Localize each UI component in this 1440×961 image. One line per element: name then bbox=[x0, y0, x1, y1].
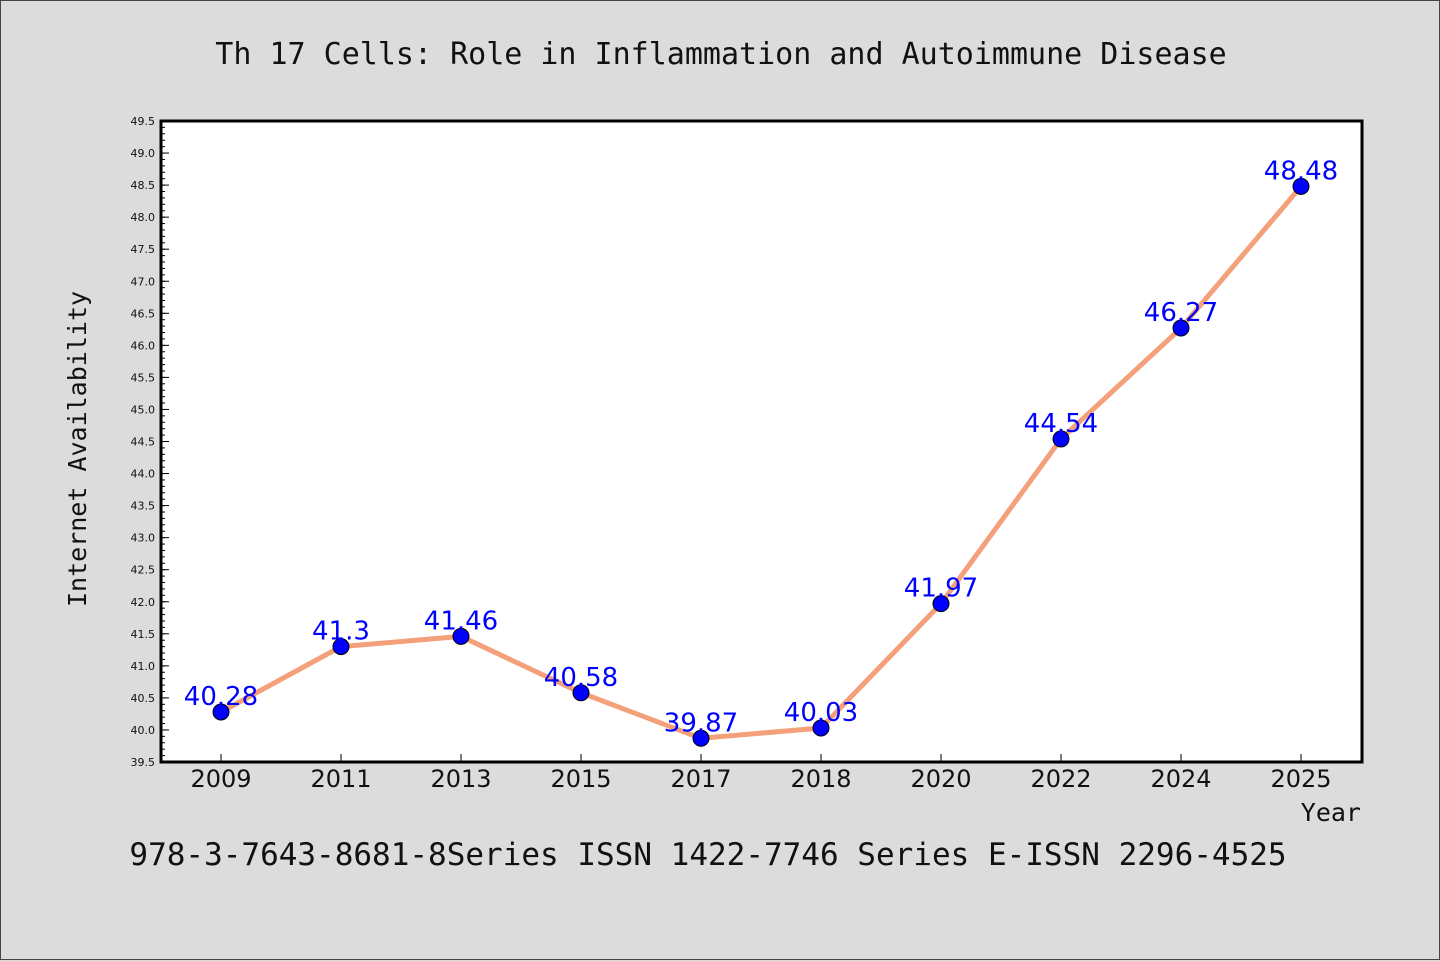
data-label: 44.54 bbox=[1024, 409, 1098, 439]
data-point bbox=[572, 684, 590, 702]
x-tick-label: 2011 bbox=[310, 765, 371, 793]
y-tick-label: 45.5 bbox=[131, 371, 156, 384]
y-tick-label: 43.0 bbox=[131, 532, 156, 545]
x-tick-label: 2015 bbox=[550, 765, 611, 793]
x-tick-label: 2025 bbox=[1270, 765, 1331, 793]
x-tick-label: 2018 bbox=[790, 765, 851, 793]
data-point bbox=[452, 627, 470, 645]
y-tick-label: 41.5 bbox=[131, 628, 156, 641]
y-tick-label: 48.5 bbox=[131, 179, 156, 192]
y-tick-label: 49.5 bbox=[131, 115, 156, 128]
data-point bbox=[932, 595, 950, 613]
data-label: 41.3 bbox=[312, 617, 370, 647]
plot-area bbox=[159, 119, 1364, 764]
data-label: 40.28 bbox=[184, 682, 258, 712]
data-point bbox=[1292, 177, 1310, 195]
data-label: 41.46 bbox=[424, 606, 498, 636]
y-tick-label: 46.5 bbox=[131, 307, 156, 320]
y-axis-label: Internet Availability bbox=[63, 291, 92, 607]
data-label: 48.48 bbox=[1264, 156, 1338, 186]
y-tick-label: 40.0 bbox=[131, 724, 156, 737]
x-tick-label: 2017 bbox=[670, 765, 731, 793]
chart-footer: 978-3-7643-8681-8Series ISSN 1422-7746 S… bbox=[129, 837, 1286, 873]
y-tick-label: 47.0 bbox=[131, 275, 156, 288]
y-tick-label: 40.5 bbox=[131, 692, 156, 705]
y-axis: 39.5 40.0 40.5 41.0 41.5 42.0 42.5 43.0 43.5 44.0… bbox=[131, 115, 169, 769]
data-point bbox=[692, 729, 710, 747]
y-tick-label: 43.5 bbox=[131, 500, 156, 513]
y-tick-label: 44.0 bbox=[131, 468, 156, 481]
data-point bbox=[1052, 430, 1070, 448]
data-label: 40.03 bbox=[784, 698, 858, 728]
x-tick-label: 2020 bbox=[910, 765, 971, 793]
x-axis: 2009 2011 2013 2015 2017 2018 2020 2022 2024 2025 bbox=[190, 754, 1332, 793]
y-tick-label: 39.5 bbox=[131, 756, 156, 769]
y-tick-label: 48.0 bbox=[131, 211, 156, 224]
x-tick-label: 2013 bbox=[430, 765, 491, 793]
y-tick-label: 42.5 bbox=[131, 564, 156, 577]
x-tick-label: 2009 bbox=[190, 765, 251, 793]
data-point bbox=[1172, 319, 1190, 337]
y-tick-label: 47.5 bbox=[131, 243, 156, 256]
x-tick-label: 2024 bbox=[1150, 765, 1211, 793]
y-tick-label: 49.0 bbox=[131, 147, 156, 160]
series-group bbox=[212, 177, 1310, 747]
data-point bbox=[812, 719, 830, 737]
data-label: 40.58 bbox=[544, 663, 618, 693]
data-labels: 40.28 41.3 41.46 40.58 39.87 40.03 41.97 44.54 4… bbox=[184, 156, 1338, 738]
y-tick-label: 44.5 bbox=[131, 436, 156, 449]
x-axis-label: Year bbox=[1301, 798, 1361, 827]
y-tick-label: 42.0 bbox=[131, 596, 156, 609]
data-point bbox=[332, 638, 350, 656]
y-tick-label: 45.0 bbox=[131, 403, 156, 416]
data-label: 41.97 bbox=[904, 574, 978, 604]
data-label: 39.87 bbox=[664, 708, 738, 738]
data-point bbox=[212, 703, 230, 721]
y-tick-label: 46.0 bbox=[131, 339, 156, 352]
y-tick-label: 41.0 bbox=[131, 660, 156, 673]
x-tick-label: 2022 bbox=[1030, 765, 1091, 793]
series-line bbox=[219, 184, 1303, 741]
data-label: 46.27 bbox=[1144, 298, 1218, 328]
chart-title: Th 17 Cells: Role in Inflammation and Au… bbox=[215, 37, 1226, 72]
